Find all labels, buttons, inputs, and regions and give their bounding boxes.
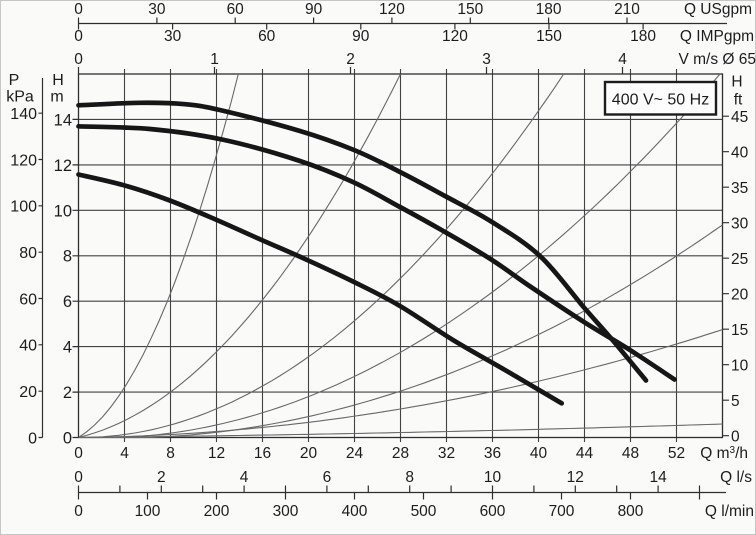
svg-text:ft: ft: [734, 92, 743, 109]
svg-text:14: 14: [649, 469, 667, 486]
svg-text:0: 0: [74, 469, 83, 486]
svg-text:30: 30: [731, 215, 749, 232]
svg-text:2: 2: [157, 469, 166, 486]
svg-text:40: 40: [731, 144, 749, 161]
svg-text:8: 8: [166, 445, 175, 462]
svg-text:0: 0: [28, 430, 37, 447]
svg-text:100: 100: [10, 199, 37, 216]
svg-text:150: 150: [536, 28, 562, 45]
svg-text:150: 150: [457, 1, 483, 18]
svg-text:V m/s Ø 65: V m/s Ø 65: [678, 51, 756, 68]
svg-text:kPa: kPa: [6, 88, 34, 105]
svg-text:200: 200: [204, 503, 230, 520]
svg-text:180: 180: [630, 28, 656, 45]
svg-text:4: 4: [120, 445, 129, 462]
svg-text:6: 6: [63, 293, 72, 311]
svg-text:80: 80: [19, 245, 37, 262]
svg-text:4: 4: [618, 51, 627, 68]
svg-text:20: 20: [19, 384, 37, 401]
svg-text:15: 15: [731, 322, 748, 339]
svg-text:20: 20: [300, 445, 318, 462]
svg-text:0: 0: [74, 503, 83, 520]
svg-text:0: 0: [63, 429, 72, 447]
svg-text:90: 90: [352, 28, 370, 45]
svg-text:2: 2: [63, 384, 72, 402]
svg-text:6: 6: [323, 469, 332, 486]
svg-text:700: 700: [549, 503, 575, 520]
svg-text:3: 3: [482, 51, 491, 68]
svg-text:10: 10: [54, 202, 72, 220]
svg-text:120: 120: [442, 28, 468, 45]
svg-text:400: 400: [342, 503, 368, 520]
svg-text:0: 0: [74, 28, 83, 45]
svg-text:5: 5: [731, 393, 740, 410]
svg-text:300: 300: [273, 503, 299, 520]
svg-text:48: 48: [622, 445, 639, 462]
svg-text:0: 0: [74, 445, 83, 462]
svg-text:10: 10: [731, 357, 749, 374]
svg-text:100: 100: [135, 503, 161, 520]
svg-text:Q IMPgpm: Q IMPgpm: [680, 28, 754, 45]
svg-text:35: 35: [731, 180, 748, 197]
svg-text:Q m3/h: Q m3/h: [700, 445, 748, 462]
svg-text:0: 0: [731, 428, 740, 445]
svg-text:60: 60: [258, 28, 276, 45]
svg-text:25: 25: [731, 251, 748, 268]
svg-text:Q USgpm: Q USgpm: [684, 1, 752, 18]
svg-text:28: 28: [392, 445, 409, 462]
svg-text:400 V~ 50 Hz: 400 V~ 50 Hz: [612, 91, 709, 108]
svg-text:4: 4: [240, 469, 249, 486]
svg-text:90: 90: [305, 1, 323, 18]
svg-text:H: H: [731, 74, 742, 91]
svg-text:24: 24: [346, 445, 364, 462]
svg-text:4: 4: [63, 339, 72, 357]
svg-text:800: 800: [618, 503, 644, 520]
svg-text:12: 12: [208, 445, 225, 462]
svg-text:30: 30: [164, 28, 182, 45]
svg-text:2: 2: [346, 51, 355, 68]
svg-text:14: 14: [54, 111, 72, 129]
svg-text:P: P: [9, 72, 20, 89]
svg-text:10: 10: [484, 469, 502, 486]
svg-text:40: 40: [530, 445, 548, 462]
svg-text:32: 32: [438, 445, 455, 462]
svg-text:Q l/s: Q l/s: [720, 469, 752, 486]
svg-text:60: 60: [227, 1, 245, 18]
svg-text:1: 1: [210, 51, 219, 68]
svg-text:600: 600: [480, 503, 506, 520]
svg-text:500: 500: [411, 503, 437, 520]
svg-text:16: 16: [254, 445, 271, 462]
svg-text:12: 12: [54, 157, 72, 175]
svg-text:210: 210: [614, 1, 640, 18]
svg-text:m: m: [50, 88, 63, 105]
svg-text:36: 36: [484, 445, 501, 462]
svg-text:40: 40: [19, 338, 37, 355]
svg-text:120: 120: [10, 152, 37, 169]
svg-text:52: 52: [668, 445, 685, 462]
svg-text:12: 12: [567, 469, 584, 486]
svg-text:45: 45: [731, 109, 748, 126]
svg-text:0: 0: [74, 1, 83, 18]
svg-text:H: H: [52, 72, 64, 89]
svg-text:60: 60: [19, 291, 37, 308]
svg-text:8: 8: [405, 469, 414, 486]
svg-text:140: 140: [10, 106, 37, 123]
svg-text:120: 120: [379, 1, 405, 18]
svg-text:180: 180: [536, 1, 562, 18]
svg-text:Q l/min: Q l/min: [705, 503, 754, 520]
svg-text:44: 44: [576, 445, 594, 462]
svg-text:20: 20: [731, 286, 749, 303]
svg-text:8: 8: [63, 248, 72, 266]
svg-text:0: 0: [74, 51, 83, 68]
svg-text:30: 30: [148, 1, 166, 18]
